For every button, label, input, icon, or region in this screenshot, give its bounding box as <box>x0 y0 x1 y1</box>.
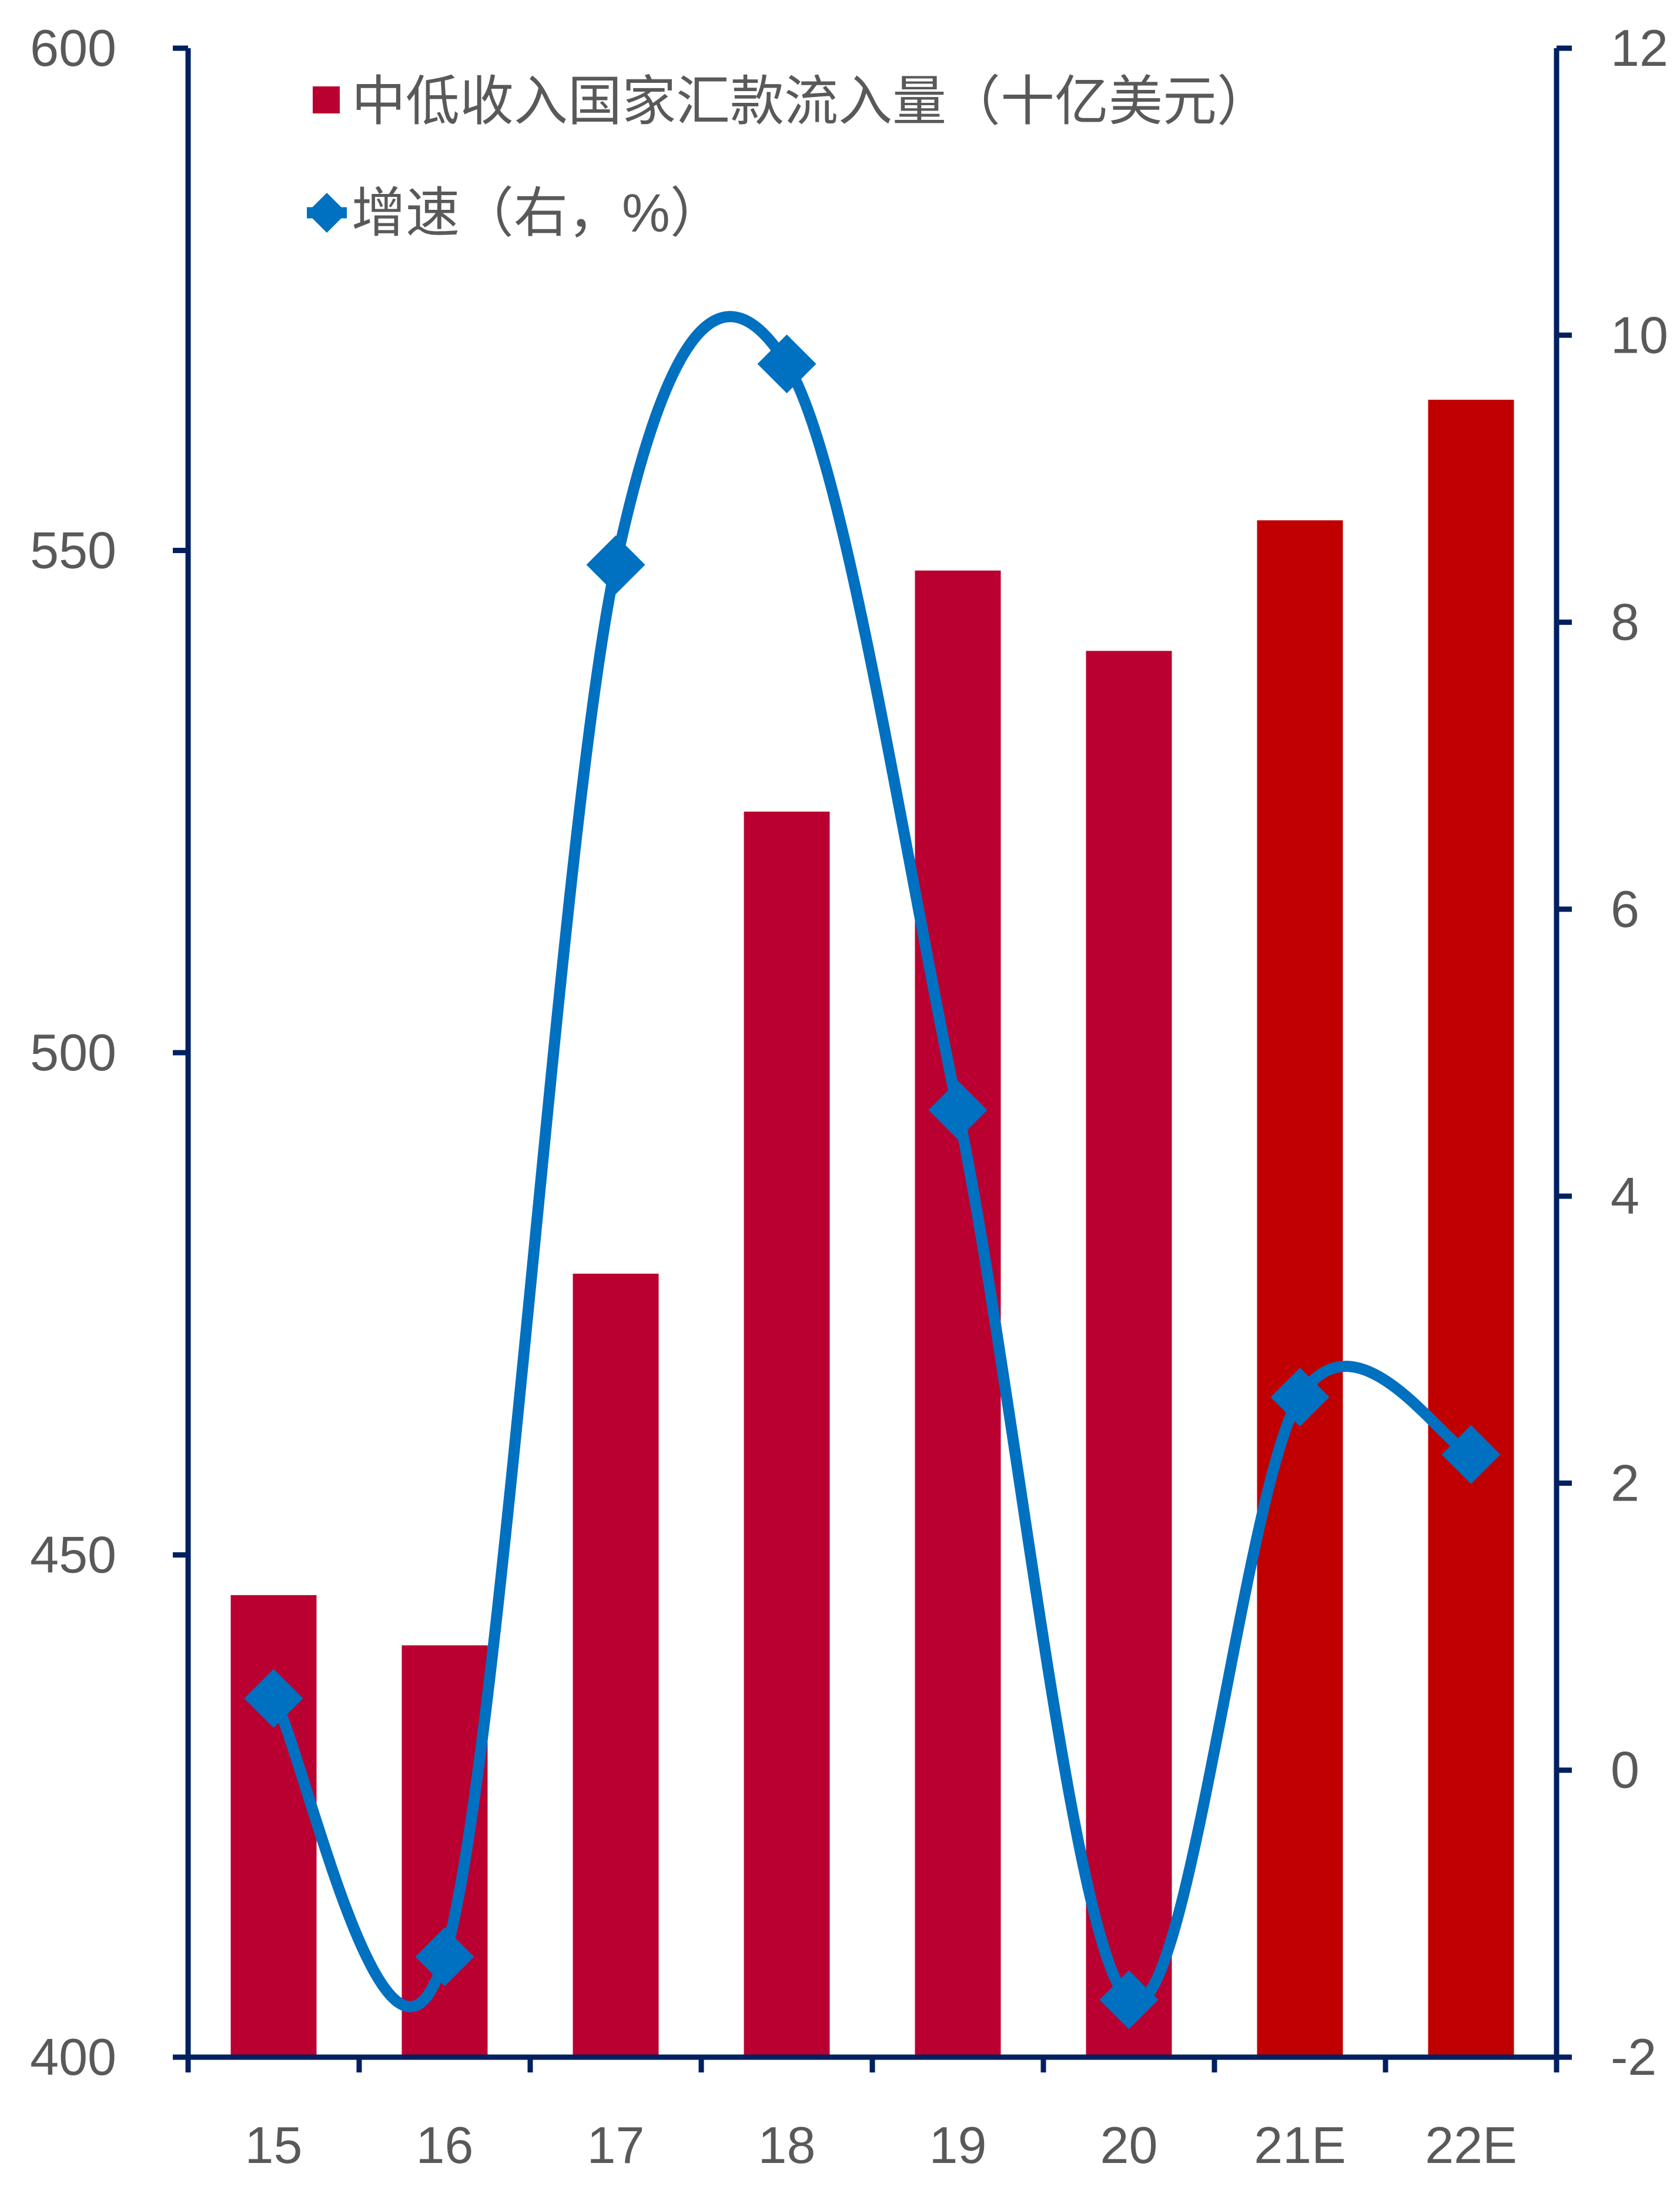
growth-point-18 <box>757 334 816 394</box>
growth-line <box>268 311 1477 2012</box>
bar-21E <box>1257 520 1343 2057</box>
bar-20 <box>1086 651 1172 2058</box>
growth-point-21E <box>1270 1367 1330 1426</box>
left-tick-label: 400 <box>30 2028 116 2086</box>
x-tick-label: 22E <box>1425 2116 1517 2174</box>
legend-diamond-icon <box>307 193 347 233</box>
growth-point-19 <box>928 1080 988 1140</box>
bar-15 <box>230 1595 317 2057</box>
right-tick-label: 12 <box>1611 19 1668 77</box>
right-tick-label: 10 <box>1611 306 1668 364</box>
legend-label-line: 增速（右，%） <box>352 183 724 243</box>
growth-point-20 <box>1099 1970 1159 2030</box>
left-tick-label: 500 <box>30 1023 116 1081</box>
x-tick-label: 21E <box>1254 2116 1346 2174</box>
x-tick-label: 17 <box>587 2116 645 2174</box>
right-tick-label: 6 <box>1611 880 1639 938</box>
bar-18 <box>744 811 830 2058</box>
x-tick-label: 16 <box>416 2116 474 2174</box>
x-tick-label: 20 <box>1100 2116 1158 2174</box>
legend-swatch-bar <box>313 86 340 113</box>
bars-layer <box>230 400 1514 2058</box>
bar-19 <box>915 570 1001 2058</box>
legend: 中低收入国家汇款流入量（十亿美元） 增速（右，%） <box>307 72 1271 243</box>
growth-point-15 <box>244 1669 303 1728</box>
axes-layer: 400 450 500 550 600 -2 0 2 4 6 8 10 12 15 16 17 18 19 20 21… <box>30 19 1668 2174</box>
x-tick-label: 15 <box>245 2116 303 2174</box>
growth-line-layer <box>244 311 1501 2030</box>
growth-point-16 <box>415 1927 474 1987</box>
growth-point-22E <box>1441 1425 1501 1484</box>
bar-22E <box>1428 400 1514 2058</box>
right-tick-label: -2 <box>1611 2028 1656 2086</box>
legend-label-bar: 中低收入国家汇款流入量（十亿美元） <box>352 72 1271 132</box>
left-tick-label: 450 <box>30 1526 116 1584</box>
left-tick-label: 550 <box>30 521 116 580</box>
right-tick-label: 2 <box>1611 1454 1639 1512</box>
x-tick-label: 19 <box>929 2116 987 2174</box>
right-tick-label: 8 <box>1611 593 1639 651</box>
bar-16 <box>401 1645 488 2057</box>
right-tick-label: 0 <box>1611 1741 1639 1799</box>
growth-point-17 <box>586 535 645 594</box>
x-tick-label: 18 <box>758 2116 816 2174</box>
right-tick-label: 4 <box>1611 1167 1639 1225</box>
bar-17 <box>573 1273 659 2057</box>
left-tick-label: 600 <box>30 19 116 77</box>
